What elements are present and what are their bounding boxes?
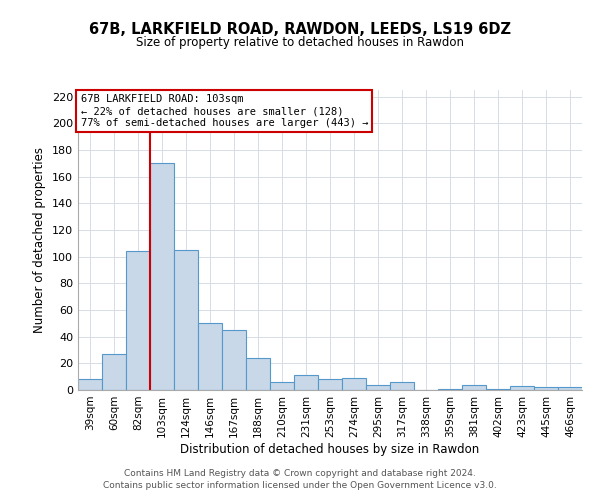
Bar	[222, 330, 246, 390]
Bar	[150, 164, 174, 390]
Bar	[462, 384, 486, 390]
Bar	[102, 354, 126, 390]
Bar	[510, 386, 534, 390]
Bar	[486, 388, 510, 390]
Bar	[390, 382, 414, 390]
Bar	[270, 382, 294, 390]
Text: 67B, LARKFIELD ROAD, RAWDON, LEEDS, LS19 6DZ: 67B, LARKFIELD ROAD, RAWDON, LEEDS, LS19…	[89, 22, 511, 38]
Bar	[174, 250, 198, 390]
Bar	[558, 388, 582, 390]
Bar	[294, 376, 318, 390]
Bar	[342, 378, 366, 390]
X-axis label: Distribution of detached houses by size in Rawdon: Distribution of detached houses by size …	[181, 442, 479, 456]
Text: Contains HM Land Registry data © Crown copyright and database right 2024.: Contains HM Land Registry data © Crown c…	[124, 468, 476, 477]
Text: Size of property relative to detached houses in Rawdon: Size of property relative to detached ho…	[136, 36, 464, 49]
Text: Contains public sector information licensed under the Open Government Licence v3: Contains public sector information licen…	[103, 481, 497, 490]
Bar	[534, 388, 558, 390]
Bar	[438, 388, 462, 390]
Y-axis label: Number of detached properties: Number of detached properties	[34, 147, 46, 333]
Bar	[366, 384, 390, 390]
Bar	[198, 324, 222, 390]
Bar	[78, 380, 102, 390]
Bar	[126, 252, 150, 390]
Bar	[318, 380, 342, 390]
Bar	[246, 358, 270, 390]
Text: 67B LARKFIELD ROAD: 103sqm
← 22% of detached houses are smaller (128)
77% of sem: 67B LARKFIELD ROAD: 103sqm ← 22% of deta…	[80, 94, 368, 128]
